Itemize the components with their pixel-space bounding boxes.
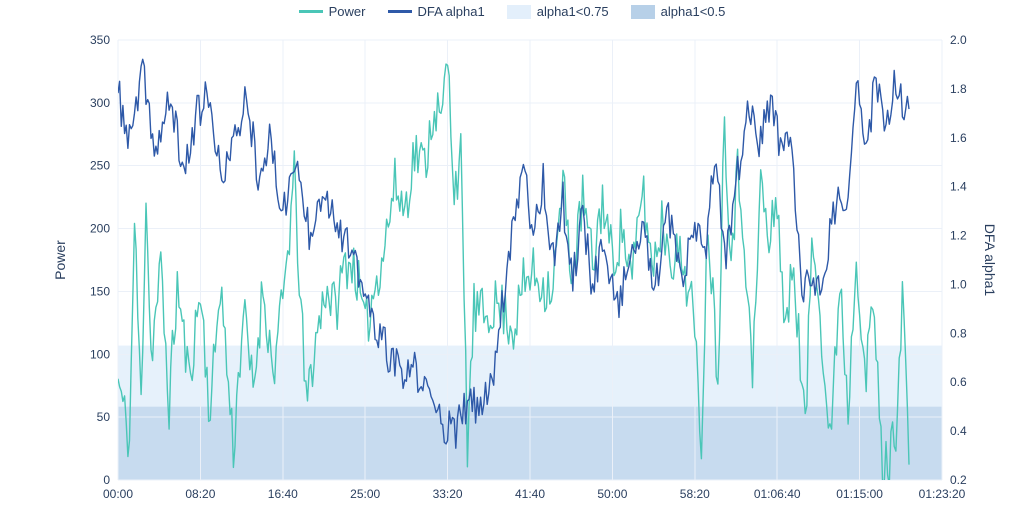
chart-container: { "plot": { "left": 118, "right": 942, "… [0,0,1024,512]
band075-swatch [507,5,531,19]
legend-label: Power [329,4,366,19]
y-right-tick-label: 1.6 [950,131,967,145]
legend-item-band075[interactable]: alpha1<0.75 [507,4,609,19]
x-tick-label: 08:20 [185,487,215,501]
x-tick-label: 01:15:00 [836,487,883,501]
y-left-tick-label: 250 [90,159,110,173]
x-tick-label: 01:23:20 [919,487,966,501]
x-tick-label: 01:06:40 [754,487,801,501]
x-tick-label: 58:20 [680,487,710,501]
power-swatch [299,10,323,13]
y-left-tick-label: 150 [90,284,110,298]
y-left-tick-label: 350 [90,33,110,47]
legend-label: alpha1<0.5 [661,4,726,19]
plot-svg[interactable]: 00:00 08:20 16:40 25:00 33:20 41:40 50:00 58:20… [0,0,1024,512]
x-tick-label: 50:00 [597,487,627,501]
y-right-tick-label: 1.2 [950,229,967,243]
y-right-tick-label: 0.6 [950,375,967,389]
y-left-tick-label: 200 [90,222,110,236]
y-right-tick-label: 0.4 [950,424,967,438]
y-left-tick-label: 100 [90,347,110,361]
y-left-tick-label: 50 [97,410,111,424]
x-tick-label: 41:40 [515,487,545,501]
y-right-label: DFA alpha1 [982,200,998,320]
y-right-tick-label: 0.2 [950,473,967,487]
legend-item-dfa[interactable]: DFA alpha1 [388,4,485,19]
y-left-tick-label: 0 [103,473,110,487]
legend: Power DFA alpha1 alpha1<0.75 alpha1<0.5 [0,4,1024,19]
y-right-tick-label: 1.0 [950,277,967,291]
x-tick-label: 16:40 [268,487,298,501]
y-left-tick-label: 300 [90,96,110,110]
dfa-swatch [388,10,412,13]
y-right-tick-label: 1.4 [950,180,967,194]
y-right-tick-label: 2.0 [950,33,967,47]
y-right-tick-label: 1.8 [950,82,967,96]
x-tick-label: 25:00 [350,487,380,501]
x-tick-label: 33:20 [433,487,463,501]
legend-label: alpha1<0.75 [537,4,609,19]
band05-swatch [631,5,655,19]
y-right-tick-label: 0.8 [950,326,967,340]
legend-item-power[interactable]: Power [299,4,366,19]
y-left-label: Power [52,230,68,290]
x-tick-label: 00:00 [103,487,133,501]
legend-label: DFA alpha1 [418,4,485,19]
legend-item-band05[interactable]: alpha1<0.5 [631,4,726,19]
